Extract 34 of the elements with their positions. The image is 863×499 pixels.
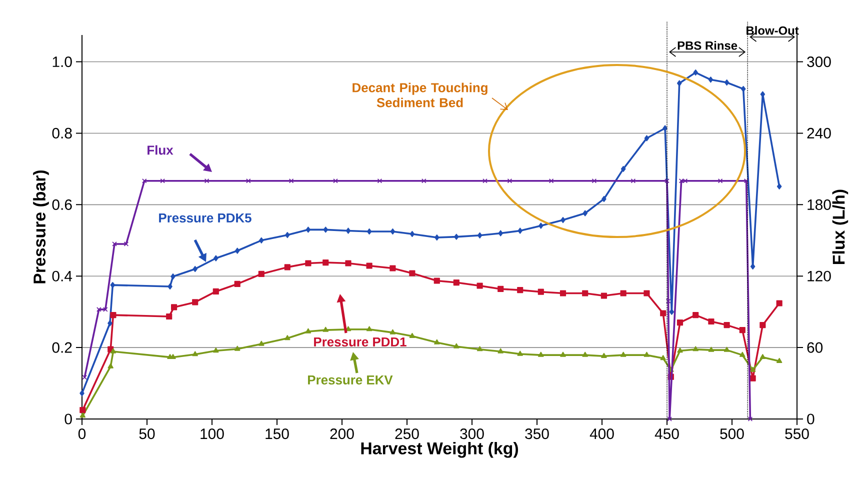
x-tick-label: 100 (200, 428, 224, 440)
x-tick-label: 450 (654, 428, 679, 440)
x-tick-label: 50 (139, 428, 155, 440)
text: Blow-Out (746, 26, 799, 35)
x-tick-label: 300 (460, 428, 484, 440)
y-axis-title: Pressure (bar) (33, 170, 49, 284)
y-tick-label: 0.4 (52, 270, 72, 282)
y2-tick-label: 180 (808, 199, 831, 210)
x-tick-label: 350 (525, 428, 549, 440)
x-tick-label: 250 (395, 428, 419, 440)
y-tick-label: 0 (64, 414, 72, 424)
y-tick-label: 0.8 (52, 128, 72, 139)
y2-tick-label: 300 (807, 56, 831, 68)
legend-label: Pressure EKV (308, 375, 393, 385)
y2-tick-label: 0 (807, 414, 814, 424)
annotation: Decant Pipe Touching Sediment Bed (352, 82, 488, 108)
y2-axis-title: Flux (L/h) (832, 190, 848, 264)
y-tick-label: 0.6 (52, 199, 72, 210)
text: Pressure PDD1 (314, 337, 406, 347)
x-tick-label: 550 (785, 428, 809, 440)
series-label: Flux (148, 145, 174, 155)
x-tick-label: 500 (720, 428, 744, 440)
y2-tick-label: 240 (807, 128, 831, 139)
y-tick-label: 0.2 (52, 342, 72, 353)
series-label: Pressure PDK5 (159, 213, 252, 223)
x-axis-title: Harvest Weight (kg) (361, 442, 518, 458)
x-tick-label: 150 (266, 428, 289, 440)
x-tick-label: 400 (590, 428, 614, 440)
x-tick-label: 0 (78, 428, 86, 440)
x-tick-label: 200 (330, 428, 354, 440)
y-tick-label: 1.0 (52, 56, 72, 68)
annotation: PBS Rinse (678, 41, 738, 50)
y2-tick-label: 120 (808, 270, 831, 282)
y2-tick-label: 60 (807, 342, 823, 353)
